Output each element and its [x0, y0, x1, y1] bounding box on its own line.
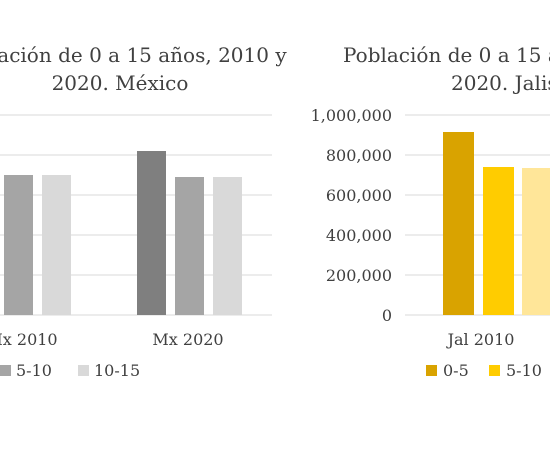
jalisco-y-tick-label: 600,000	[326, 186, 392, 205]
jalisco-legend-swatch-0-5	[426, 365, 437, 376]
jalisco-title-line-2: 2020. Jalisco	[451, 71, 550, 95]
jalisco-legend: 0-5 5-10	[426, 361, 542, 380]
jalisco-y-axis: 1,000,000 800,000 600,000 400,000 200,000 0	[311, 106, 392, 325]
jalisco-legend-label-5-10: 5-10	[506, 361, 542, 380]
jalisco-title-line-1: Población de 0 a 15 años, 2010 y	[343, 43, 550, 67]
mexico-title-line-2: 2020. México	[52, 71, 189, 95]
jalisco-legend-label-0-5: 0-5	[443, 361, 469, 380]
jalisco-legend-swatch-5-10	[489, 365, 500, 376]
mexico-legend-swatch-10-15	[78, 365, 89, 376]
mexico-bar-5-10-mx-2010	[4, 175, 33, 315]
jalisco-y-tick-label: 800,000	[326, 146, 392, 165]
jalisco-y-tick-label: 400,000	[326, 226, 392, 245]
mexico-bar-0-5-mx-2020	[137, 151, 166, 315]
mexico-title-line-1: Población de 0 a 15 años, 2010 y	[0, 43, 287, 67]
jalisco-category-label-2010: Jal 2010	[446, 330, 515, 349]
mexico-bars	[4, 151, 242, 315]
mexico-legend-label-10-15: 10-15	[94, 361, 140, 380]
jalisco-y-tick-label: 200,000	[326, 266, 392, 285]
mexico-category-label-2010: Mx 2010	[0, 330, 58, 349]
mexico-category-label-2020: Mx 2020	[152, 330, 223, 349]
jalisco-y-tick-label: 1,000,000	[311, 106, 392, 125]
mexico-legend-swatch-5-10	[0, 365, 11, 376]
mexico-bar-10-15-mx-2010	[42, 175, 71, 315]
mexico-legend: 5-10 10-15	[0, 361, 140, 380]
jalisco-bars	[443, 132, 550, 315]
mexico-bar-5-10-mx-2020	[175, 177, 204, 315]
mexico-bar-10-15-mx-2020	[213, 177, 242, 315]
jalisco-bar-10-15-jal-2010	[522, 168, 550, 315]
jalisco-bar-0-5-jal-2010	[443, 132, 474, 315]
mexico-legend-label-5-10: 5-10	[16, 361, 52, 380]
jalisco-y-tick-label: 0	[382, 306, 392, 325]
jalisco-chart: Población de 0 a 15 años, 2010 y 2020. J…	[311, 43, 550, 380]
jalisco-bar-5-10-jal-2010	[483, 167, 514, 315]
mexico-chart: Población de 0 a 15 años, 2010 y 2020. M…	[0, 43, 287, 380]
